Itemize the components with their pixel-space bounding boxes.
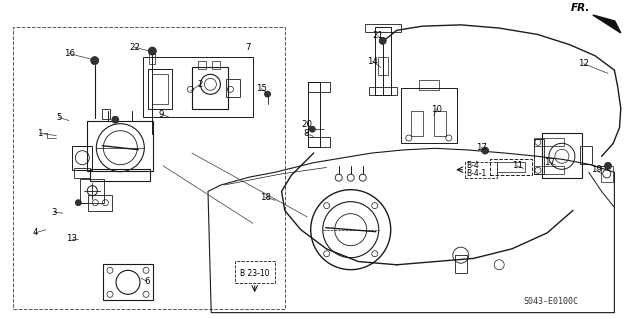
Bar [534, 139, 544, 174]
Text: 9: 9 [159, 110, 164, 119]
Bar [534, 166, 564, 174]
Bar [534, 138, 564, 146]
Text: B 23-10: B 23-10 [240, 269, 269, 278]
Text: FR.: FR. [571, 3, 591, 13]
Text: 10: 10 [431, 105, 442, 114]
Text: 1: 1 [37, 129, 42, 138]
Bar [143, 57, 253, 117]
Bar [148, 69, 172, 109]
Bar [212, 61, 220, 69]
Text: B-4-1: B-4-1 [466, 169, 486, 178]
Bar [378, 57, 388, 75]
Bar [419, 80, 439, 90]
Bar [375, 27, 390, 95]
Bar [74, 168, 90, 178]
Text: 20: 20 [301, 120, 313, 129]
Bar [434, 111, 446, 136]
Bar [308, 82, 330, 92]
Bar [149, 54, 156, 64]
Bar [13, 27, 285, 309]
Circle shape [264, 91, 271, 97]
Text: 19: 19 [591, 165, 602, 174]
Bar [365, 24, 401, 32]
Text: 15: 15 [255, 84, 267, 93]
Bar [235, 261, 275, 283]
Circle shape [148, 47, 156, 55]
Bar [601, 166, 612, 182]
Text: 14: 14 [367, 57, 378, 66]
Bar [152, 74, 168, 104]
Text: 8: 8 [303, 129, 308, 138]
Bar [542, 133, 582, 178]
Bar [193, 67, 228, 109]
Bar [81, 179, 104, 203]
Bar [497, 162, 525, 173]
Bar [465, 162, 497, 178]
Text: 13: 13 [66, 234, 77, 243]
Text: 21: 21 [372, 31, 383, 40]
Circle shape [76, 200, 81, 206]
Text: 4: 4 [33, 228, 38, 237]
Bar [490, 160, 532, 175]
Circle shape [605, 162, 611, 169]
Circle shape [380, 37, 386, 44]
Bar [455, 255, 467, 273]
Text: 17: 17 [476, 143, 487, 152]
Bar [369, 87, 397, 95]
Text: 18: 18 [260, 193, 271, 202]
Bar [580, 146, 592, 164]
Text: 6: 6 [145, 277, 150, 286]
Polygon shape [593, 15, 621, 33]
Circle shape [309, 126, 316, 132]
Bar [198, 61, 206, 69]
Text: 22: 22 [129, 43, 140, 52]
Text: 12: 12 [578, 59, 589, 68]
Text: S043-E0100C: S043-E0100C [524, 297, 579, 306]
Text: 7: 7 [246, 43, 251, 52]
Text: 17: 17 [543, 158, 555, 167]
Bar [90, 169, 150, 181]
Bar [87, 121, 154, 171]
Text: 5: 5 [56, 113, 61, 122]
Bar [308, 82, 319, 147]
Text: 16: 16 [63, 49, 75, 58]
Bar [308, 137, 330, 147]
Text: B-4: B-4 [466, 161, 479, 170]
Text: 11: 11 [511, 161, 523, 170]
Bar [227, 79, 241, 97]
Bar [103, 264, 153, 300]
Bar [401, 88, 457, 143]
Circle shape [482, 147, 488, 154]
Bar [72, 146, 92, 170]
Circle shape [91, 56, 99, 65]
Circle shape [112, 116, 119, 123]
Text: 3: 3 [52, 208, 57, 217]
Bar [102, 109, 110, 119]
Bar [88, 195, 113, 211]
Text: 2: 2 [197, 80, 202, 89]
Bar [411, 111, 423, 136]
